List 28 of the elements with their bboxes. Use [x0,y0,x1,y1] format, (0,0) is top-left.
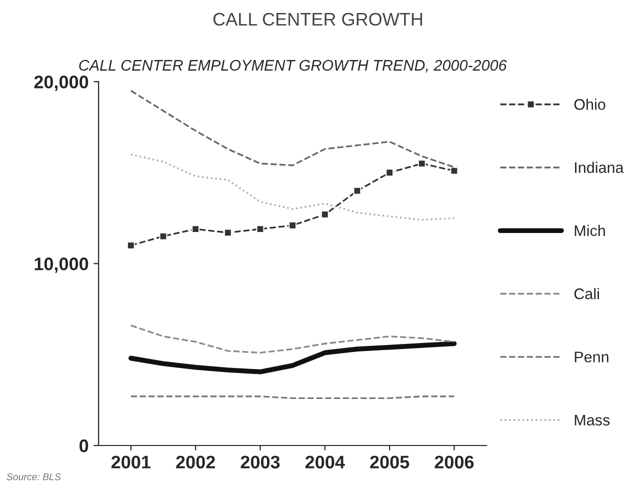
legend-label: Ohio [574,98,606,110]
point [353,186,362,195]
legend-label: Cali [574,288,599,300]
point [224,228,232,237]
y-tick-label: 0 [80,439,88,452]
legend-label: Penn [574,352,608,362]
x-tick-label: 2004 [305,456,345,468]
point [450,166,458,175]
point [320,210,329,218]
y-tick-label: 20,000 [34,76,88,92]
y-tick-label: 10,000 [34,258,88,273]
legend-label: Mass [574,414,610,426]
point [288,221,297,230]
x-tick-label: 2002 [176,456,215,468]
point [386,168,394,177]
chart-subtitle: CALL CENTER EMPLOYMENT GROWTH TREND, 2000-2006 [79,60,507,73]
source-note: Source: BLS [6,473,61,480]
x-tick-label: 2006 [434,456,474,468]
line-series [130,154,456,221]
x-tick-label: 2001 [111,456,150,468]
x-tick-label: 2005 [370,456,410,468]
chart-title: CALL CENTER GROWTH [213,12,422,26]
line-series [128,341,457,374]
line-series [130,324,456,354]
point [159,232,168,240]
legend-label: Mich [574,224,605,236]
x-tick-label: 2003 [240,456,280,469]
legend-label: Indiana [575,162,624,173]
